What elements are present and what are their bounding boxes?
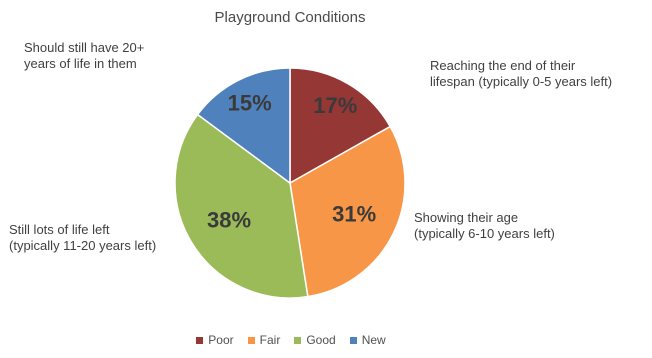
annotation-good: Still lots of life left (typically 11-20…: [9, 222, 157, 253]
pie-slice-good: [174, 113, 309, 299]
annotation-fair: Showing their age (typically 6-10 years …: [414, 210, 555, 241]
legend-item-poor: Poor: [196, 333, 234, 347]
legend-item-new: New: [349, 333, 386, 347]
legend-label-poor: Poor: [208, 333, 234, 347]
legend-label-new: New: [361, 333, 386, 347]
annotation-new: Should still have 20+ years of life in t…: [24, 40, 145, 71]
pie-slice-fair: [289, 125, 406, 298]
pie-slices: [174, 67, 406, 299]
legend-label-fair: Fair: [259, 333, 281, 347]
chart-title: Playground Conditions: [214, 9, 366, 26]
legend-swatch-poor: [196, 336, 204, 344]
legend-item-good: Good: [294, 333, 336, 347]
legend: Poor Fair Good New: [0, 333, 582, 347]
legend-label-good: Good: [306, 333, 336, 347]
pie-slice-poor: [289, 67, 392, 185]
legend-swatch-good: [294, 336, 302, 344]
pie-slice-new: [196, 67, 291, 185]
annotation-poor: Reaching the end of their lifespan (typi…: [430, 58, 613, 89]
pct-label-good: 38%: [207, 207, 251, 232]
legend-item-fair: Fair: [247, 333, 281, 347]
pct-label-new: 15%: [228, 90, 272, 115]
legend-swatch-fair: [247, 336, 255, 344]
pct-label-poor: 17%: [313, 93, 357, 118]
percentage-labels: 17% 31% 38% 15%: [207, 90, 376, 232]
legend-swatch-new: [349, 336, 357, 344]
pct-label-fair: 31%: [332, 202, 376, 227]
